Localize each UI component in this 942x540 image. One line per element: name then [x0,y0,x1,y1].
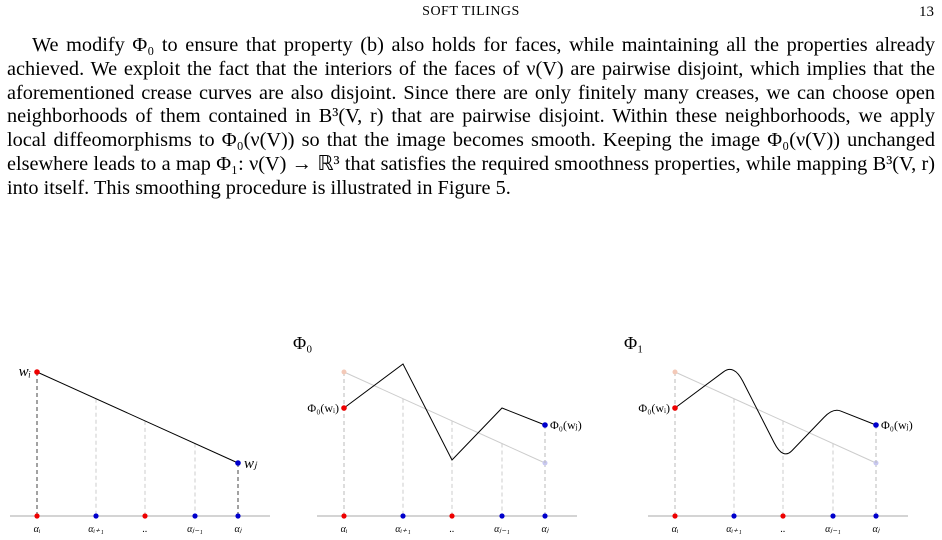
figure: wᵢ wⱼ αᵢ αᵢ₊₁.. αⱼ₋₁ αⱼ Φ₀ Φ₀(wᵢ) Φ₀(wⱼ) αᵢ αᵢ₊₁..… [10,333,913,535]
alpha-label: αᵢ₊₁ [395,524,411,535]
running-header: SOFT TILINGS 13 [0,4,942,24]
alpha-label: αⱼ₋₁ [825,524,841,535]
point-label: wⱼ [244,456,258,472]
faded-point [672,369,678,375]
endpoint [542,422,548,428]
endpoint [235,460,241,466]
endpoint [873,422,879,428]
axis-point [449,513,455,519]
panel-title: Φ₀ [293,333,312,353]
alpha-label: .. [450,524,455,535]
axis-point [192,513,198,519]
axis-point [142,513,148,519]
alpha-label: αᵢ₊₁ [726,524,742,535]
endpoint [341,405,347,411]
axis-point [400,513,406,519]
image-curve [674,369,877,455]
alpha-label: αᵢ [341,524,348,535]
alpha-label: .. [781,524,786,535]
axis-point [830,513,836,519]
alpha-label: αⱼ₋₁ [494,524,510,535]
axis-point [235,513,241,519]
axis-point [542,513,548,519]
alpha-label: αⱼ₋₁ [187,524,203,535]
page-number: 13 [919,4,934,20]
faded-segment [674,371,877,464]
axis-point [93,513,99,519]
point-label: Φ₀(wᵢ) [638,401,670,415]
endpoint [672,405,678,411]
alpha-label: αⱼ [235,524,243,535]
faded-segment [343,371,546,464]
alpha-label: αᵢ [672,524,679,535]
axis-point [780,513,786,519]
point-label: wᵢ [19,364,31,380]
header-title: SOFT TILINGS [422,4,520,19]
alpha-label: αⱼ [873,524,881,535]
body-paragraph: We modify Φ₀ to ensure that property (b)… [7,34,935,199]
axis-point [499,513,505,519]
alpha-label: .. [143,524,148,535]
axis-point [731,513,737,519]
point-label: Φ₀(wᵢ) [307,401,339,415]
alpha-label: αⱼ [542,524,550,535]
alpha-label: αᵢ [34,524,41,535]
axis-point [341,513,347,519]
panel-title: Φ₁ [624,333,643,353]
faded-point [341,369,347,375]
point-label: Φ₀(wⱼ) [550,418,582,432]
segment [36,371,239,464]
axis-point [672,513,678,519]
alpha-label: αᵢ₊₁ [88,524,104,535]
point-label: Φ₀(wⱼ) [881,418,913,432]
axis-point [873,513,879,519]
image-curve [343,363,546,461]
endpoint [34,369,40,375]
axis-point [34,513,40,519]
